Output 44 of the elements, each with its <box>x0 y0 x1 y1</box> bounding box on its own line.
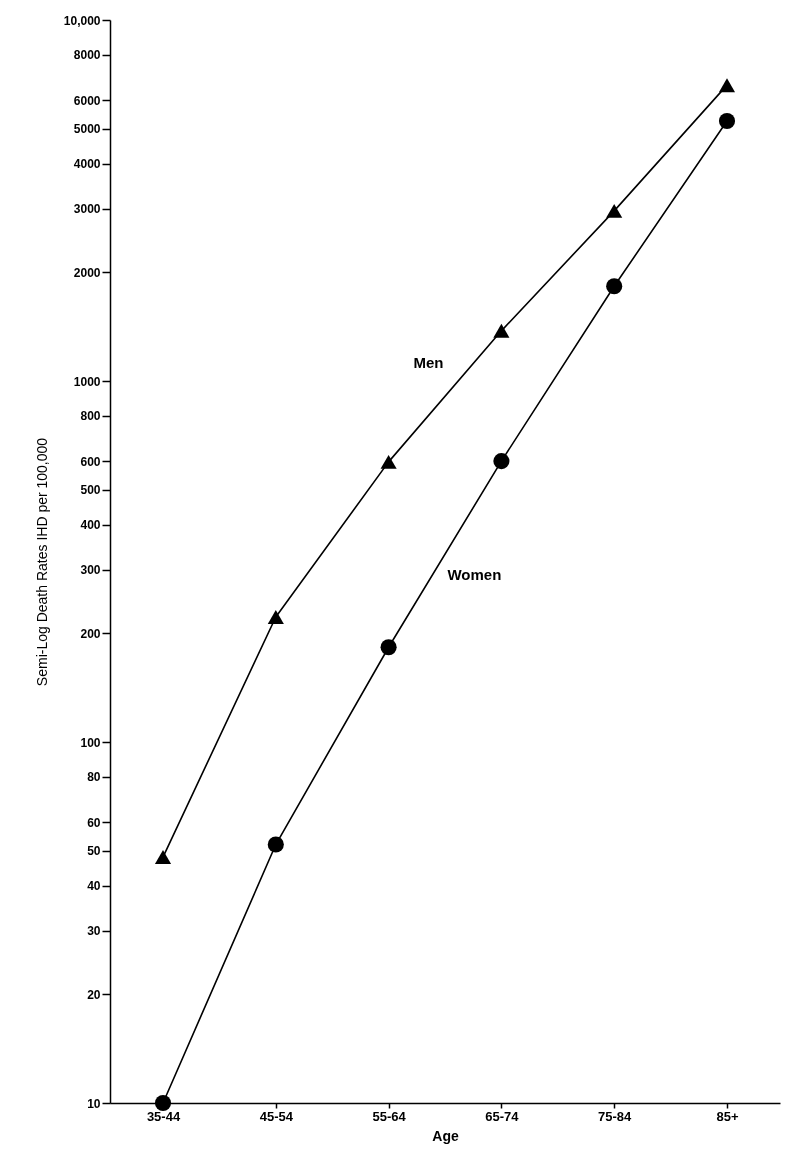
x-tick-label: 45-54 <box>259 1108 294 1124</box>
point <box>154 1094 172 1112</box>
y-tick-label: 800 <box>80 409 101 424</box>
y-tick-label: 30 <box>87 924 101 939</box>
y-tick-label: 60 <box>87 815 101 830</box>
point <box>493 323 510 338</box>
point <box>606 203 623 218</box>
y-tick-label: 500 <box>80 483 101 498</box>
y-tick-label: 100 <box>80 735 101 750</box>
y-tick-label: 50 <box>87 844 101 859</box>
y-axis-title: Semi-Log Death Rates IHD per 100,000 <box>33 437 50 687</box>
y-tick-label: 20 <box>87 987 101 1002</box>
y-tick-label: 10,000 <box>63 13 101 28</box>
point <box>267 609 284 624</box>
y-tick-label: 40 <box>87 879 101 894</box>
y-tick-label: 200 <box>80 626 101 641</box>
y-tick-label: 80 <box>87 770 101 785</box>
y-tick-label: 4000 <box>73 157 101 172</box>
x-tick-label: 85+ <box>716 1108 739 1124</box>
y-tick-label: 600 <box>80 454 101 469</box>
x-tick-label: 55-64 <box>372 1108 407 1124</box>
y-tick-label: 1000 <box>73 374 101 389</box>
point <box>718 112 736 130</box>
point <box>606 278 623 295</box>
point <box>267 836 284 853</box>
series-label: Men <box>413 353 444 371</box>
y-tick-label: 6000 <box>73 93 101 108</box>
y-tick-label: 300 <box>80 563 101 578</box>
y-tick-label: 5000 <box>73 122 101 137</box>
point <box>493 453 510 470</box>
point <box>718 78 736 93</box>
y-tick-label: 10 <box>87 1096 101 1111</box>
point <box>380 639 397 656</box>
x-tick-label: 65-74 <box>485 1108 520 1124</box>
x-tick-label: 35-44 <box>146 1108 181 1124</box>
point <box>154 850 172 865</box>
series-label: Women <box>447 566 502 584</box>
point <box>380 454 397 469</box>
x-axis-title: Age <box>432 1127 459 1144</box>
y-tick-label: 400 <box>80 518 101 533</box>
x-tick-label: 75-84 <box>598 1108 633 1124</box>
y-tick-label: 2000 <box>73 265 101 280</box>
y-tick-label: 8000 <box>73 48 101 63</box>
y-tick-label: 3000 <box>73 202 101 217</box>
